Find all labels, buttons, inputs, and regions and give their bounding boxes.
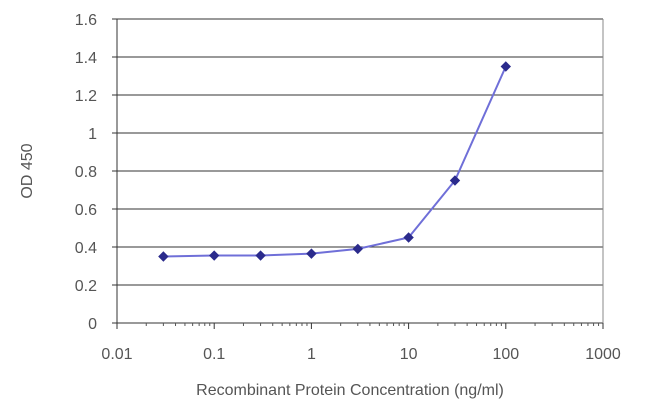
x-tick-label: 1 bbox=[307, 346, 316, 363]
x-tick-label: 0.1 bbox=[203, 346, 225, 363]
y-tick-label: 0.2 bbox=[75, 278, 97, 295]
data-point bbox=[449, 175, 461, 186]
x-tick-label: 10 bbox=[400, 346, 418, 363]
y-tick-label: 1 bbox=[88, 126, 97, 143]
y-tick-label: 1.6 bbox=[75, 12, 97, 29]
y-tick-label: 1.4 bbox=[75, 50, 97, 67]
x-tick-label: 100 bbox=[492, 346, 519, 363]
series bbox=[158, 61, 512, 262]
data-point bbox=[403, 232, 414, 243]
y-tick-label: 0 bbox=[88, 316, 97, 333]
y-tick-label: 1.2 bbox=[75, 88, 97, 105]
y-tick-label: 0.8 bbox=[75, 164, 97, 181]
data-point bbox=[352, 243, 363, 255]
x-tick-label: 1000 bbox=[585, 346, 621, 363]
axes bbox=[112, 18, 604, 329]
data-point bbox=[208, 250, 220, 261]
x-axis-title: Recombinant Protein Concentration (ng/ml… bbox=[196, 382, 504, 399]
data-point bbox=[306, 248, 317, 259]
data-point bbox=[255, 250, 266, 261]
y-axis-title: OD 450 bbox=[19, 143, 36, 198]
x-tick-labels: 0.01 0.1 1 10 100 1000 bbox=[101, 346, 620, 363]
x-tick-label: 0.01 bbox=[101, 346, 132, 363]
series-line bbox=[163, 66, 507, 258]
data-point bbox=[500, 61, 512, 72]
y-tick-label: 0.4 bbox=[75, 240, 97, 257]
y-tick-label: 0.6 bbox=[75, 202, 97, 219]
y-tick-labels: 0 0.2 0.4 0.6 0.8 1 1.2 1.4 1.6 bbox=[75, 12, 97, 333]
data-point bbox=[158, 251, 169, 262]
